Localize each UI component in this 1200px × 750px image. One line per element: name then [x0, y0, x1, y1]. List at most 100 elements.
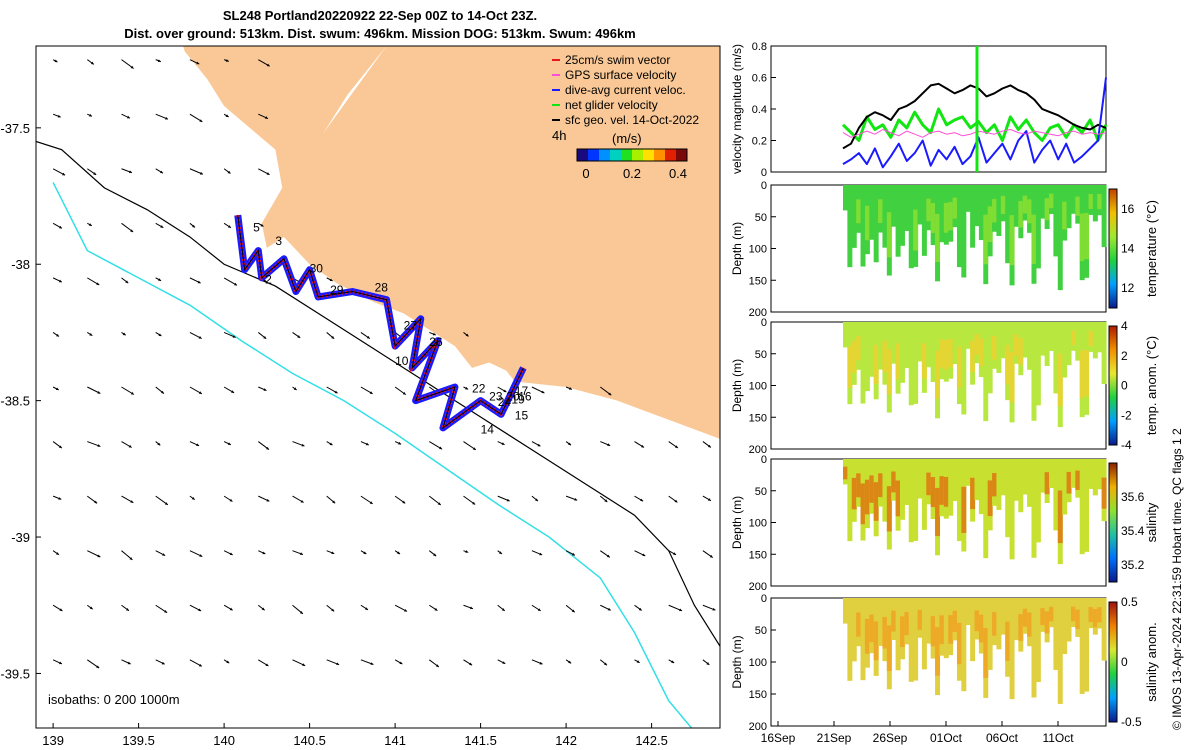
- section-data-column: [1018, 459, 1024, 513]
- current-arrow-head: [606, 554, 610, 558]
- current-arrow-head: [402, 391, 406, 395]
- current-arrow-head: [263, 279, 267, 282]
- section-data-patch: [882, 340, 888, 373]
- speed-colorbar-cell: [588, 149, 600, 161]
- section-data-patch: [943, 202, 949, 233]
- current-arrow-head: [297, 335, 301, 338]
- section-data-column: [996, 185, 1002, 236]
- section-data-patch: [935, 627, 941, 676]
- legend-label-geo: sfc geo. vel. 14-Oct-2022: [565, 113, 699, 127]
- current-arrow-head: [198, 336, 202, 339]
- depth-tick-label: 0: [761, 593, 767, 605]
- depth-tick-label: 100: [749, 518, 767, 530]
- section-data-patch: [970, 340, 976, 373]
- section-data-patch: [948, 339, 954, 368]
- section-data-column: [1057, 185, 1063, 291]
- section-data-patch: [987, 206, 993, 243]
- section-data-column: [970, 598, 976, 662]
- section-data-patch: [926, 198, 932, 222]
- section-data-patch: [970, 477, 976, 510]
- section-data-patch: [886, 212, 892, 258]
- section-data-patch: [1049, 606, 1054, 622]
- current-arrow-head: [607, 443, 611, 446]
- section-data-patch: [939, 339, 945, 368]
- current-arrow-head: [97, 554, 101, 558]
- section-data-column: [1097, 322, 1103, 353]
- section-data-column: [908, 459, 914, 543]
- speed-colorbar-cell: [654, 149, 666, 161]
- section-data-column: [895, 598, 901, 671]
- section-data-patch: [869, 614, 875, 643]
- current-arrow-head: [89, 333, 93, 336]
- current-arrow-head: [501, 608, 505, 611]
- waypoint-label: 16: [518, 390, 532, 404]
- section-data-column: [1005, 185, 1011, 264]
- section-data-patch: [992, 612, 998, 636]
- section-data-patch: [1044, 611, 1050, 634]
- waypoint-label: 26: [429, 335, 443, 349]
- section-data-patch: [856, 336, 862, 361]
- section-data-column: [904, 322, 910, 368]
- section-data-column: [882, 459, 888, 522]
- speed-colorbar-cell: [676, 149, 688, 161]
- current-arrow-head: [502, 661, 506, 664]
- waypoint-label: 3: [275, 234, 282, 248]
- colorbar-tick-label: 35.2: [1121, 558, 1145, 572]
- waypoint-label: 30: [310, 261, 324, 275]
- section-data-patch: [1097, 194, 1103, 210]
- section-data-column: [983, 322, 989, 422]
- velocity-y-tick-label: 0.4: [752, 104, 767, 116]
- current-arrow-head: [366, 335, 370, 339]
- section-data-patch: [917, 609, 923, 630]
- colorbar-tick-label: 0: [1121, 655, 1128, 669]
- current-arrow-head: [58, 497, 62, 500]
- section-data-column: [1097, 459, 1103, 490]
- section-data-column: [1040, 185, 1046, 219]
- speed-colorbar-cell: [610, 149, 622, 161]
- current-arrow-head: [96, 282, 100, 285]
- section-data-column: [961, 185, 967, 278]
- colorbar-tick-label: 2: [1121, 349, 1128, 363]
- current-arrow-head: [607, 607, 611, 611]
- section-data-patch: [961, 486, 967, 533]
- section-data-patch: [864, 479, 870, 515]
- section-data-column: [965, 322, 971, 349]
- section-data-column: [864, 322, 870, 392]
- section-data-patch: [891, 471, 897, 493]
- time-tick-label: 01Oct: [930, 731, 963, 745]
- section-data-column: [987, 598, 993, 670]
- current-arrow-head: [199, 119, 203, 122]
- current-arrow-head: [262, 551, 266, 555]
- current-arrow-head: [674, 445, 678, 448]
- current-arrow-head: [227, 225, 231, 228]
- current-arrow-head: [62, 172, 66, 176]
- section-data-patch: [935, 350, 941, 400]
- section-data-column: [926, 322, 932, 368]
- section-data-column: [1066, 185, 1072, 229]
- waypoint-label: 19: [511, 392, 525, 406]
- current-arrow-head: [439, 446, 443, 450]
- map-x-tick-label: 139: [42, 733, 64, 748]
- current-arrow-head: [198, 608, 202, 612]
- section-data-patch: [935, 487, 941, 537]
- current-arrow-head: [130, 65, 134, 69]
- current-arrow-head: [88, 223, 92, 226]
- current-arrow-head: [673, 552, 677, 555]
- section-data-patch: [1049, 193, 1054, 209]
- current-arrow-head: [402, 500, 406, 504]
- legend-label-swim: 25cm/s swim vector: [565, 53, 670, 67]
- waypoint-label: 23: [489, 390, 503, 404]
- section-data-patch: [939, 615, 945, 645]
- current-arrow-head: [404, 608, 408, 612]
- current-arrow-head: [302, 663, 306, 666]
- section-data-column: [847, 185, 853, 268]
- section-data-column: [1022, 322, 1028, 358]
- section-data-column: [1070, 185, 1076, 214]
- current-arrow-head: [501, 442, 505, 445]
- colorbar-label: salinity: [1144, 502, 1159, 542]
- section-data-column: [1101, 598, 1107, 661]
- colorbar-tick-label: 14: [1121, 242, 1135, 256]
- section-data-patch: [943, 476, 949, 507]
- current-arrow-head: [164, 610, 168, 613]
